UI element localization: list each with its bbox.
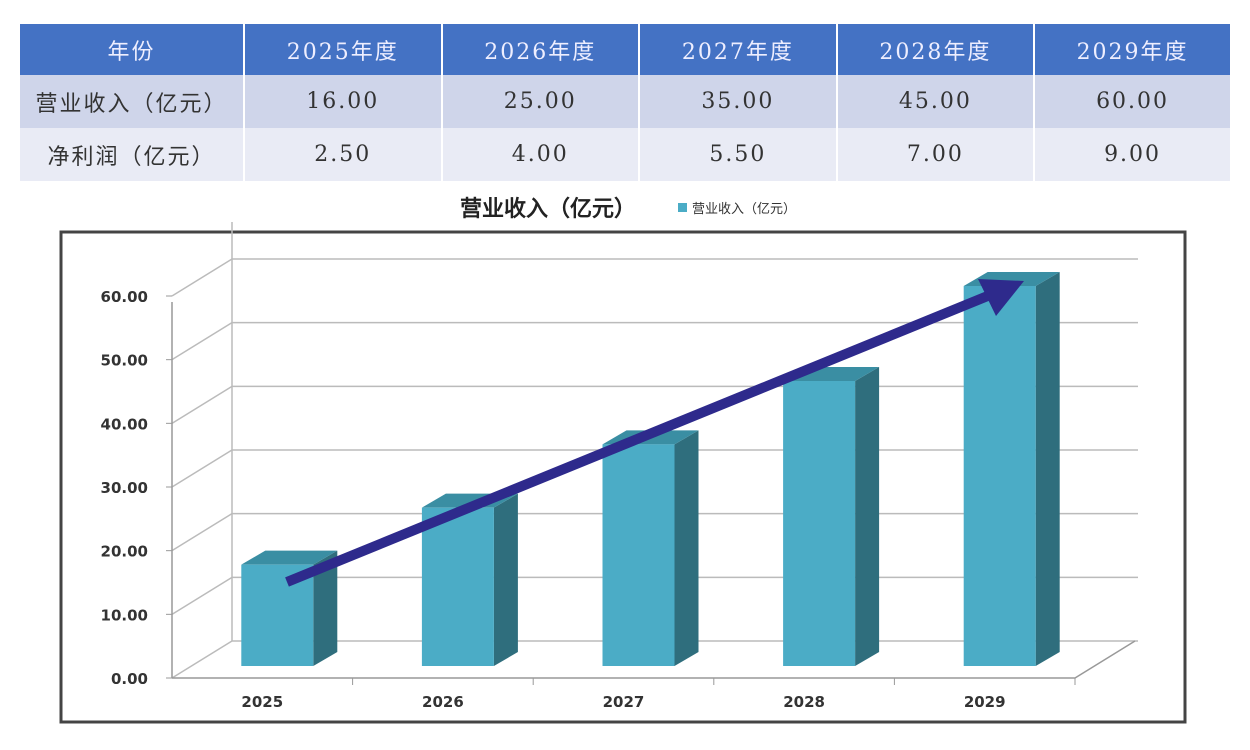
bar-side: [855, 367, 880, 666]
bar: [963, 286, 1036, 666]
x-tick-label: 2027: [603, 693, 645, 711]
table-cell: 2.50: [243, 128, 442, 181]
row-label: 营业收入（亿元）: [20, 75, 244, 128]
bar: [783, 381, 856, 666]
bar: [421, 507, 494, 666]
header-cell: 2026年度: [440, 24, 640, 75]
y-tick-label: 20.00: [101, 543, 148, 561]
financial-table: 年份 2025年度 2026年度 2027年度 2028年度 2029年度 营业…: [20, 24, 1230, 181]
table-cell: 7.00: [835, 128, 1035, 181]
table-cell: 45.00: [835, 75, 1035, 128]
chart-title: 营业收入（亿元）: [460, 196, 636, 222]
header-cell: 2027年度: [638, 24, 837, 75]
header-cell: 2025年度: [243, 24, 442, 75]
x-tick-label: 2028: [783, 693, 825, 711]
y-tick-label: 30.00: [101, 479, 148, 497]
header-cell: 2029年度: [1033, 24, 1230, 75]
table-header-row: 年份 2025年度 2026年度 2027年度 2028年度 2029年度: [20, 24, 1230, 75]
x-tick-label: 2025: [241, 693, 283, 711]
bar: [602, 444, 675, 666]
gridline: [171, 258, 1138, 297]
table-cell: 4.00: [440, 128, 640, 181]
bar-side: [313, 550, 338, 666]
bar-side: [493, 493, 518, 666]
header-cell: 年份: [20, 24, 244, 75]
y-tick-label: 60.00: [101, 288, 148, 306]
x-tick-label: 2026: [422, 693, 464, 711]
chart-frame: [59, 230, 1187, 724]
trend-arrow-head: [978, 279, 1024, 316]
header-cell: 2028年度: [835, 24, 1035, 75]
gridline: [171, 321, 1138, 361]
bar-side: [674, 430, 699, 666]
table-cell: 5.50: [638, 128, 837, 181]
table-cell: 16.00: [243, 75, 442, 128]
bar-top: [241, 550, 338, 565]
table-cell: 60.00: [1033, 75, 1230, 128]
x-tick-label: 2029: [964, 693, 1006, 711]
bar-side: [1035, 272, 1060, 666]
row-label: 净利润（亿元）: [20, 128, 244, 181]
y-tick-label: 10.00: [101, 606, 148, 624]
y-tick-label: 50.00: [101, 352, 148, 370]
table-row-revenue: 营业收入（亿元） 16.00 25.00 35.00 45.00 60.00: [20, 75, 1230, 128]
table-row-profit: 净利润（亿元） 2.50 4.00 5.50 7.00 9.00: [20, 128, 1230, 181]
y-tick-label: 0.00: [111, 670, 148, 688]
y-tick-label: 40.00: [101, 415, 148, 433]
legend-label: 营业收入（亿元）: [692, 202, 796, 217]
table-cell: 9.00: [1033, 128, 1230, 181]
table-cell: 25.00: [440, 75, 640, 128]
legend-swatch: [678, 203, 687, 212]
trend-arrow-shaft: [285, 288, 997, 587]
table-cell: 35.00: [638, 75, 837, 128]
